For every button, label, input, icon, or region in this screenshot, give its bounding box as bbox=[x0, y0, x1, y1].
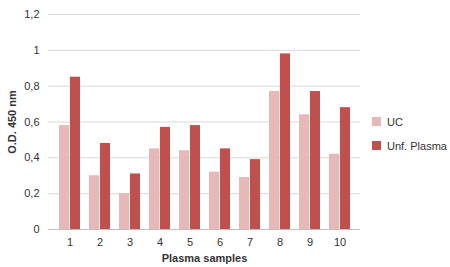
svg-text:6: 6 bbox=[217, 236, 223, 248]
html-text:Unf. Plasma: Unf. Plasma bbox=[387, 139, 447, 152]
svg-text:8: 8 bbox=[277, 236, 283, 248]
svg-text:Plasma samples: Plasma samples bbox=[162, 252, 248, 264]
svg-text:0,2: 0,2 bbox=[24, 187, 39, 199]
svg-text:1: 1 bbox=[67, 236, 73, 248]
svg-text:O.D. 450 nm: O.D. 450 nm bbox=[6, 90, 18, 154]
svg-text:7: 7 bbox=[247, 236, 253, 248]
svg-text:10: 10 bbox=[334, 236, 346, 248]
html-text:UC: UC bbox=[387, 115, 403, 128]
svg-text:1: 1 bbox=[33, 44, 39, 56]
svg-text:1,2: 1,2 bbox=[24, 8, 39, 20]
svg-text:3: 3 bbox=[127, 236, 133, 248]
svg-text:0,8: 0,8 bbox=[24, 80, 39, 92]
svg-text:4: 4 bbox=[157, 236, 163, 248]
svg-text:9: 9 bbox=[307, 236, 313, 248]
svg-text:2: 2 bbox=[97, 236, 103, 248]
svg-text:0,4: 0,4 bbox=[24, 151, 39, 163]
svg-text:0,6: 0,6 bbox=[24, 116, 39, 128]
svg-text:0: 0 bbox=[33, 223, 39, 235]
svg-text:5: 5 bbox=[187, 236, 193, 248]
